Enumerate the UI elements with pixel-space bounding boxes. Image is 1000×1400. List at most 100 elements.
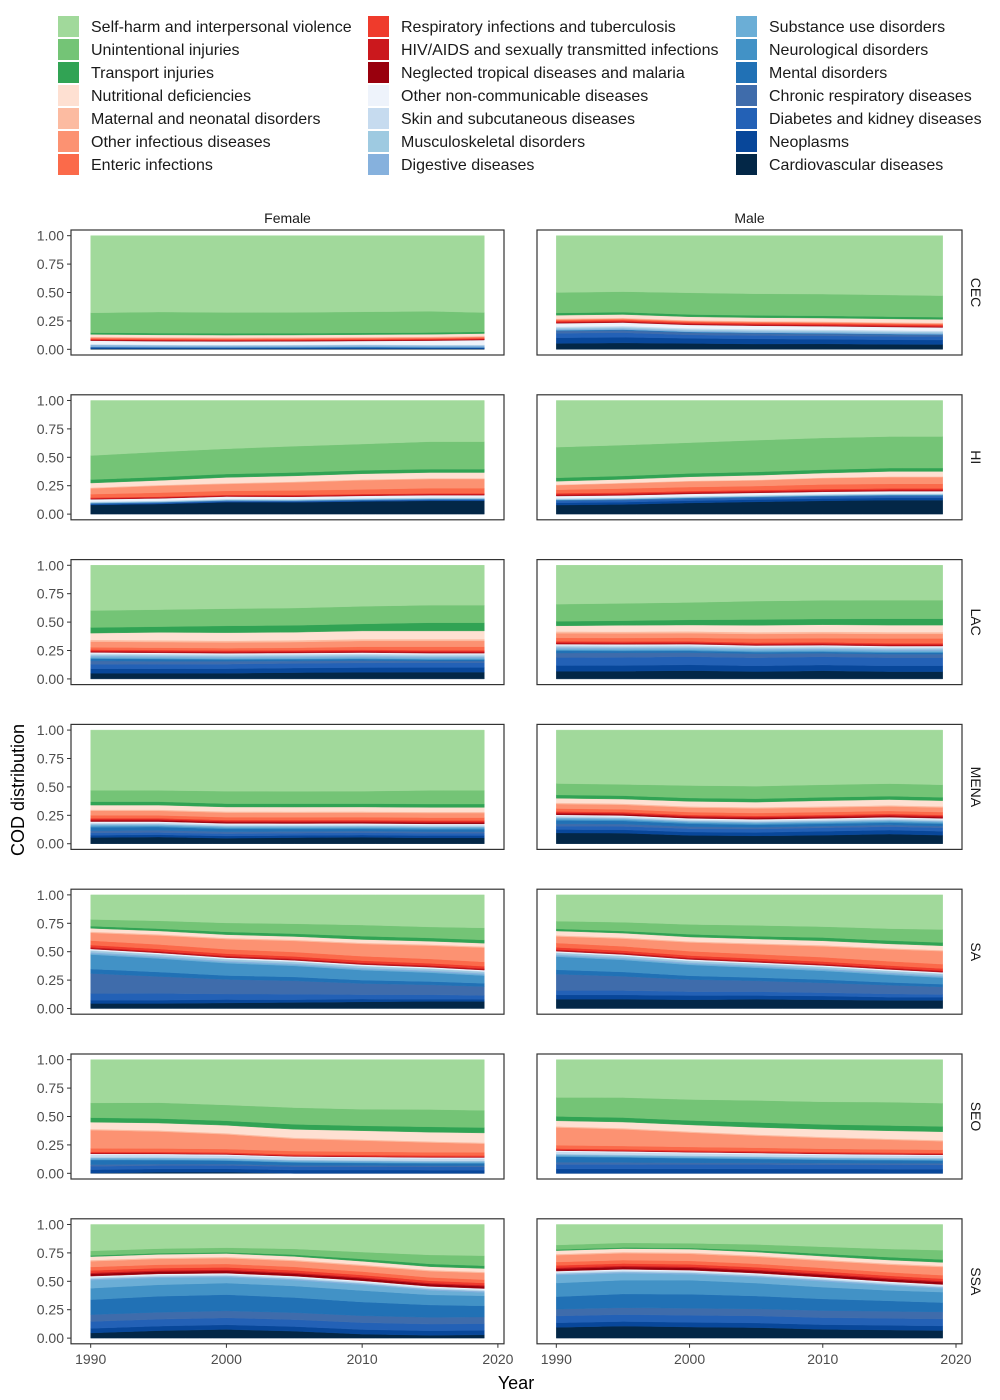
legend-key-digestive-diseases (368, 154, 389, 175)
panel-border (536, 1218, 963, 1345)
legend-label: Unintentional injuries (91, 42, 240, 59)
areas (90, 894, 485, 1009)
y-tick-label: 0.50 (37, 285, 64, 301)
area-self-harm-and-interpersonal-violence (556, 400, 943, 448)
y-tick-label: 1.00 (37, 1216, 64, 1232)
y-tick-label: 0.75 (37, 750, 64, 766)
y-tick-label: 0.75 (37, 586, 64, 602)
legend-key-neoplasms (736, 131, 757, 152)
y-tick-label: 0.25 (37, 313, 64, 329)
y-tick-label: 0.75 (37, 1245, 64, 1261)
legend-label: Skin and subcutaneous diseases (401, 111, 635, 128)
legend-label: Other infectious diseases (91, 134, 271, 151)
y-tick-label: 1.00 (37, 557, 64, 573)
panel-seo-male: SEO (536, 1053, 984, 1180)
legend-label: Enteric infections (91, 157, 213, 174)
legend-label: Digestive diseases (401, 157, 534, 174)
panel-sa-male: SA (536, 888, 984, 1015)
area-self-harm-and-interpersonal-violence (90, 565, 485, 611)
legend-label: Neoplasms (769, 134, 849, 151)
strip-label-ssa: SSA (968, 1267, 984, 1296)
x-tick-label: 1990 (541, 1351, 572, 1367)
legend: Self-harm and interpersonal violence Unin… (58, 16, 982, 175)
y-tick-label: 0.75 (37, 1080, 64, 1096)
y-tick-label: 0.25 (37, 972, 64, 988)
area-self-harm-and-interpersonal-violence (90, 235, 485, 313)
strip-label-lac: LAC (968, 608, 984, 635)
y-axis-title: COD distribution (8, 724, 28, 856)
legend-label: HIV/AIDS and sexually transmitted infect… (401, 42, 718, 59)
x-tick-label: 2000 (211, 1351, 242, 1367)
area-diabetes-and-kidney-diseases (556, 656, 943, 666)
y-tick-label: 0.00 (37, 671, 64, 687)
legend-label: Mental disorders (769, 65, 887, 82)
x-tick-label: 2000 (674, 1351, 705, 1367)
areas (90, 400, 485, 515)
legend-key-hiv-aids-and-sexually-transmitted-infections (368, 39, 389, 60)
y-tick-label: 0.75 (37, 421, 64, 437)
areas (556, 565, 943, 680)
panel-cec-male: Male CEC (536, 210, 984, 356)
areas (556, 729, 943, 844)
area-self-harm-and-interpersonal-violence (90, 1224, 485, 1256)
x-tick-label: 1990 (75, 1351, 106, 1367)
legend-key-unintentional-injuries (58, 39, 79, 60)
legend-label: Maternal and neonatal disorders (91, 111, 320, 128)
legend-label: Cardiovascular diseases (769, 157, 943, 174)
y-tick-label: 0.25 (37, 478, 64, 494)
areas (90, 1059, 485, 1174)
y-tick-label: 0.50 (37, 614, 64, 630)
panel-seo-female: 0.00 0.25 0.50 0.75 1.00 (37, 1052, 505, 1181)
legend-label: Diabetes and kidney diseases (769, 111, 982, 128)
legend-key-maternal-and-neonatal-disorders (58, 108, 79, 129)
panel-cec-female: 0.00 0.25 0.50 0.75 1.00 Female (37, 210, 505, 357)
x-axis-title: Year (498, 1373, 534, 1393)
y-tick-label: 0.50 (37, 1273, 64, 1289)
area-diabetes-and-kidney-diseases (556, 1164, 943, 1170)
area-self-harm-and-interpersonal-violence (556, 1059, 943, 1104)
area-self-harm-and-interpersonal-violence (556, 729, 943, 787)
panel-ssa-female: 0.00 0.25 0.50 0.75 1.00 1990 2000 2010 2020 (37, 1216, 514, 1366)
areas (90, 235, 485, 350)
areas (556, 400, 943, 515)
panel-mena-male: MENA (536, 723, 984, 851)
panel-border (536, 558, 963, 686)
panel-hi-male: HI (536, 394, 984, 521)
strip-label-sa: SA (968, 942, 984, 961)
legend-key-self-harm-and-interpersonal-violence (58, 16, 79, 37)
legend-key-other-infectious-diseases (58, 131, 79, 152)
areas (90, 565, 485, 680)
legend-label: Neglected tropical diseases and malaria (401, 65, 685, 82)
area-self-harm-and-interpersonal-violence (90, 894, 485, 929)
legend-key-transport-injuries (58, 62, 79, 83)
areas (556, 1059, 943, 1174)
area-self-harm-and-interpersonal-violence (90, 729, 485, 792)
areas (556, 235, 943, 350)
strip-label-cec: CEC (968, 278, 984, 308)
y-tick-label: 0.00 (37, 1001, 64, 1017)
areas (556, 1224, 943, 1339)
area-self-harm-and-interpersonal-violence (556, 235, 943, 296)
area-neoplasms (556, 1168, 943, 1174)
panel-hi-female: 0.00 0.25 0.50 0.75 1.00 (37, 392, 505, 522)
legend-key-neglected-tropical-diseases-and-malaria (368, 62, 389, 83)
y-tick-label: 0.00 (37, 506, 64, 522)
y-tick-label: 0.75 (37, 256, 64, 272)
panel-lac-male: LAC (536, 558, 984, 686)
legend-label: Musculoskeletal disorders (401, 134, 585, 151)
panel-ssa-male: SSA 1990 2000 2010 2020 (536, 1218, 984, 1367)
y-tick-label: 1.00 (37, 722, 64, 738)
legend-key-substance-use-disorders (736, 16, 757, 37)
panel-sa-female: 0.00 0.25 0.50 0.75 1.00 (37, 887, 505, 1017)
y-tick-label: 0.00 (37, 836, 64, 852)
panel-border (536, 888, 963, 1015)
x-tick-label: 2020 (482, 1351, 513, 1367)
area-cardiovascular-diseases (90, 836, 485, 844)
y-tick-label: 1.00 (37, 1052, 64, 1068)
legend-key-respiratory-infections-and-tuberculosis (368, 16, 389, 37)
y-tick-label: 0.25 (37, 1302, 64, 1318)
legend-key-mental-disorders (736, 62, 757, 83)
y-tick-label: 0.50 (37, 1109, 64, 1125)
legend-label: Respiratory infections and tuberculosis (401, 19, 676, 36)
